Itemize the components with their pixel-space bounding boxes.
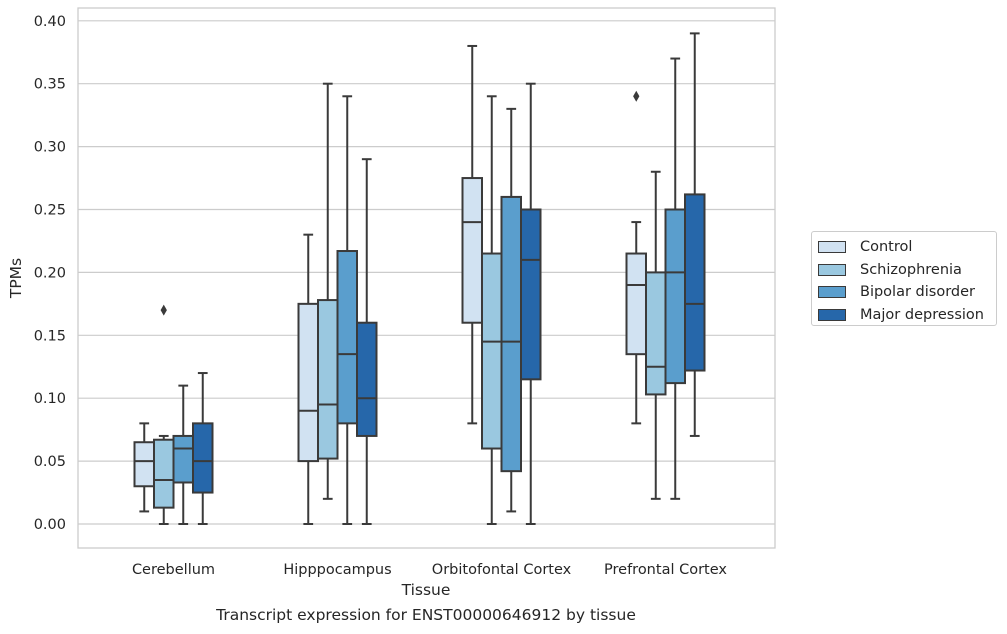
box-bipolar-disorder [664, 57, 686, 500]
box-iqr [192, 422, 214, 494]
legend-swatch [818, 308, 846, 321]
box-iqr [500, 195, 522, 473]
legend-item: Major depression [818, 304, 996, 327]
plot-frame [77, 7, 776, 549]
legend-label: Bipolar disorder [860, 284, 975, 301]
box-iqr [625, 252, 647, 356]
x-tick-label: Hipppocampus [283, 562, 391, 578]
y-tick-label: 0.05 [34, 454, 66, 470]
y-ticks: 0.00 0.05 0.10 0.15 0.20 0.25 0.30 0.35 0.40 [34, 14, 66, 533]
box-iqr [172, 434, 194, 484]
y-tick-label: 0.40 [34, 14, 66, 30]
box-major-depression [356, 158, 378, 525]
legend-swatch [818, 263, 846, 276]
box-control [297, 233, 319, 525]
legend-item: Bipolar disorder [818, 281, 996, 304]
legend-item: Control [818, 236, 996, 259]
box-iqr [297, 302, 319, 463]
x-tick-label: Cerebellum [132, 562, 215, 578]
y-axis-label: TPMs [7, 258, 25, 299]
box-bipolar-disorder [500, 107, 522, 513]
box-iqr [481, 252, 503, 450]
x-axis-label: Tissue [401, 581, 451, 599]
y-tick-label: 0.00 [34, 517, 66, 533]
box-control [133, 422, 155, 513]
box-iqr [317, 299, 339, 460]
box-major-depression [684, 32, 706, 437]
legend-label: Schizophrenia [860, 261, 962, 278]
y-tick-label: 0.25 [34, 203, 66, 219]
outlier-point [633, 90, 640, 102]
box-schizophrenia [317, 82, 339, 500]
y-tick-label: 0.35 [34, 77, 66, 93]
box-iqr [461, 177, 483, 324]
box-bipolar-disorder [336, 95, 358, 525]
box-iqr [684, 193, 706, 372]
box-major-depression [520, 82, 542, 525]
y-tick-label: 0.30 [34, 140, 66, 156]
box-iqr [153, 438, 175, 509]
legend-label: Major depression [860, 306, 984, 323]
box-bipolar-disorder [172, 384, 194, 525]
legend-swatch [818, 286, 846, 299]
chart-caption: Transcript expression for ENST0000064691… [216, 606, 636, 624]
box-schizophrenia [481, 95, 503, 525]
x-tick-label: Prefrontal Cortex [604, 562, 727, 578]
box-iqr [356, 321, 378, 437]
x-ticks: Cerebellum Hipppocampus Orbitofontal Corte… [132, 562, 727, 578]
box-iqr [520, 208, 542, 381]
legend-item: Schizophrenia [818, 259, 996, 282]
box-schizophrenia [645, 170, 667, 500]
box-iqr [336, 250, 358, 425]
y-tick-label: 0.15 [34, 328, 66, 344]
box-iqr [133, 441, 155, 488]
box-iqr [664, 208, 686, 385]
box-major-depression [192, 372, 214, 525]
x-tick-label: Orbitofontal Cortex [432, 562, 572, 578]
box-control [461, 44, 483, 425]
legend: Control Schizophrenia Bipolar disorder Majo… [811, 231, 997, 326]
legend-swatch [818, 241, 846, 254]
outlier-point [160, 304, 167, 316]
legend-label: Control [860, 239, 913, 256]
boxes [133, 32, 706, 525]
box-schizophrenia [153, 304, 175, 525]
box-control [625, 90, 647, 425]
y-tick-label: 0.10 [34, 391, 66, 407]
y-tick-label: 0.20 [34, 265, 66, 281]
box-iqr [645, 271, 667, 396]
